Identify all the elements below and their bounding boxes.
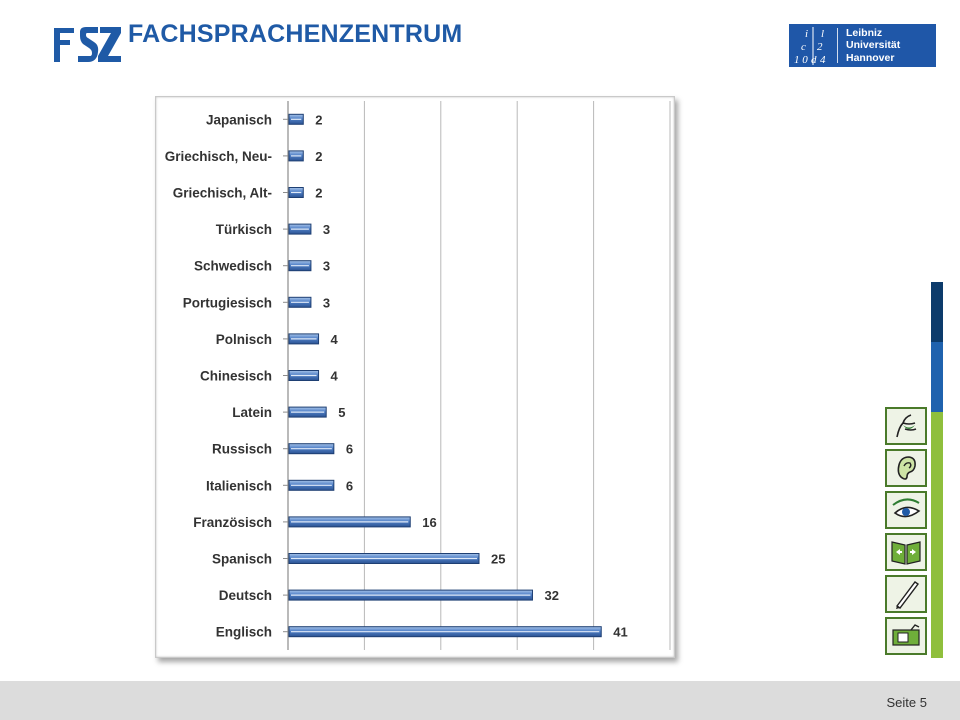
data-label: 3 — [323, 222, 330, 237]
fsz-logo-mark — [54, 27, 121, 62]
luh-line-2: Universität — [846, 39, 901, 52]
svg-text:2: 2 — [817, 41, 823, 53]
data-label: 6 — [346, 478, 353, 493]
y-tick-label: Japanisch — [206, 112, 272, 127]
data-label: 5 — [338, 405, 345, 420]
data-label: 2 — [315, 186, 322, 201]
luh-line-1: Leibniz — [846, 26, 883, 39]
fsz-logo — [52, 22, 122, 66]
data-label: 6 — [346, 442, 353, 457]
side-stripe-dark — [931, 282, 943, 342]
svg-text:4: 4 — [820, 54, 826, 66]
data-label: 2 — [315, 112, 322, 127]
reading-icon — [885, 491, 927, 529]
data-label: 32 — [544, 588, 558, 603]
svg-text:i: i — [805, 28, 808, 40]
data-label: 4 — [331, 369, 339, 384]
media-icon — [885, 617, 927, 655]
y-tick-label: Türkisch — [216, 222, 272, 237]
y-tick-label: Französisch — [193, 515, 272, 530]
y-tick-label: Portugiesisch — [183, 295, 272, 310]
listening-icon — [885, 449, 927, 487]
y-tick-label: Polnisch — [216, 332, 272, 347]
data-label: 41 — [613, 625, 627, 640]
y-tick-label: Italienisch — [206, 478, 272, 493]
data-label: 3 — [323, 259, 330, 274]
skill-icons — [885, 407, 931, 659]
data-label: 16 — [422, 515, 436, 530]
svg-text:1 0: 1 0 — [794, 54, 808, 66]
side-stripe-blue — [931, 342, 943, 412]
footer-bar: Seite 5 — [0, 681, 960, 720]
chart-frame — [155, 96, 675, 658]
y-tick-label: Deutsch — [219, 588, 272, 603]
luh-logo-divider — [837, 28, 838, 63]
svg-text:d: d — [811, 54, 817, 66]
data-label: 25 — [491, 552, 505, 567]
luh-line-3: Hannover — [846, 51, 895, 64]
side-stripe-green — [931, 412, 943, 658]
data-label: 4 — [331, 332, 339, 347]
data-label: 2 — [315, 149, 322, 164]
y-tick-label: Russisch — [212, 442, 272, 457]
y-tick-label: Griechisch, Neu- — [165, 149, 272, 164]
data-label: 3 — [323, 295, 330, 310]
svg-text:l: l — [821, 28, 824, 40]
page-number: Seite 5 — [886, 695, 927, 710]
y-tick-label: Schwedisch — [194, 259, 272, 274]
y-tick-label: Spanisch — [212, 552, 272, 567]
y-tick-label: Chinesisch — [200, 369, 272, 384]
y-tick-label: Englisch — [216, 625, 272, 640]
svg-text:c: c — [801, 41, 806, 53]
y-tick-label: Latein — [232, 405, 272, 420]
book-icon — [885, 533, 927, 571]
speaking-icon — [885, 407, 927, 445]
y-tick-label: Griechisch, Alt- — [173, 186, 272, 201]
writing-icon — [885, 575, 927, 613]
luh-logo-text: Leibniz Universität Hannover — [846, 27, 900, 65]
header-title: FACHSPRACHENZENTRUM — [128, 20, 463, 48]
